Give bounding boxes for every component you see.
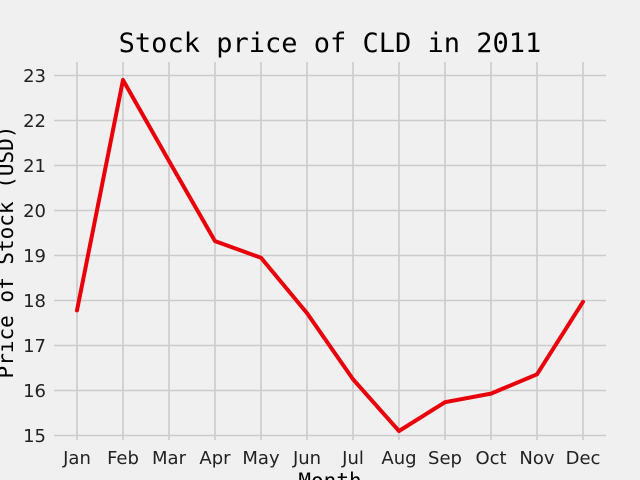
y-tick-label: 17 [23, 336, 46, 357]
y-axis-label: Price of Stock (USD) [0, 126, 18, 379]
x-tick-label: Nov [519, 448, 554, 469]
y-axis-ticks: 15 16 17 18 19 20 21 22 23 [23, 66, 46, 447]
series-line [75, 78, 585, 433]
y-tick-label: 21 [23, 156, 46, 177]
y-tick-label: 23 [23, 66, 46, 87]
x-tick-label: Apr [199, 448, 231, 469]
x-tick-label: Oct [475, 448, 506, 469]
series-group [75, 78, 585, 433]
x-axis-ticks: Jan Feb Mar Apr May Jun Jul Aug Sep Oct Nov Dec [62, 448, 600, 469]
y-tick-label: 19 [23, 246, 46, 267]
x-tick-label: Jan [62, 448, 91, 469]
grid [54, 62, 606, 440]
y-tick-label: 20 [23, 201, 46, 222]
chart-title: Stock price of CLD in 2011 [119, 28, 542, 59]
x-tick-label: Feb [107, 448, 139, 469]
x-tick-label: Dec [566, 448, 601, 469]
x-tick-label: Aug [381, 448, 416, 469]
x-axis-label: Month [298, 469, 361, 480]
y-tick-label: 15 [23, 426, 46, 447]
y-tick-label: 16 [23, 381, 46, 402]
y-tick-label: 22 [23, 111, 46, 132]
x-tick-label: Mar [152, 448, 187, 469]
x-tick-label: Sep [428, 448, 462, 469]
y-tick-label: 18 [23, 291, 46, 312]
x-tick-label: May [242, 448, 280, 469]
x-tick-label: Jul [341, 448, 364, 469]
x-tick-label: Jun [292, 448, 321, 469]
